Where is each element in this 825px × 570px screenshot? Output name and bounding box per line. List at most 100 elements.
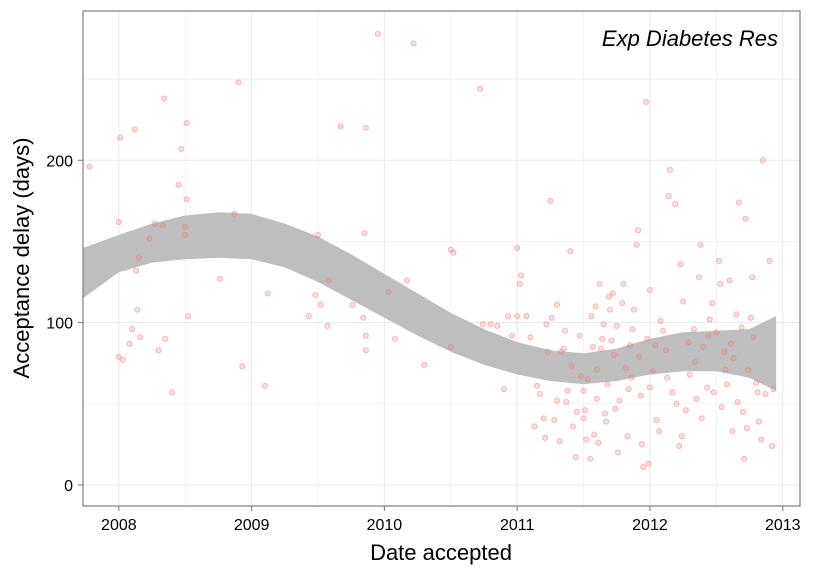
data-point — [755, 418, 762, 425]
data-point — [647, 287, 654, 294]
y-tick-label: 200 — [46, 153, 73, 170]
data-point — [749, 274, 756, 281]
x-tick-label: 2008 — [101, 517, 137, 534]
data-point — [726, 277, 733, 284]
data-point — [175, 181, 182, 188]
data-point — [540, 415, 547, 422]
data-point — [362, 124, 369, 131]
data-point — [479, 321, 486, 328]
data-point — [615, 449, 622, 456]
data-point — [653, 416, 660, 423]
data-point — [551, 416, 558, 423]
data-point — [677, 261, 684, 268]
data-point — [603, 418, 610, 425]
data-point — [591, 431, 598, 438]
data-point — [623, 364, 630, 371]
data-point — [314, 231, 321, 238]
data-point — [518, 272, 525, 279]
data-point — [730, 355, 737, 362]
data-point — [709, 300, 716, 307]
data-point — [739, 408, 746, 415]
data-point — [665, 192, 672, 199]
data-point — [724, 381, 731, 388]
data-point — [609, 290, 616, 297]
data-point — [607, 306, 614, 313]
data-point — [134, 306, 141, 313]
data-point — [374, 30, 381, 37]
data-point — [750, 334, 757, 341]
data-point — [759, 157, 766, 164]
data-point — [770, 386, 777, 393]
data-point — [666, 166, 673, 173]
data-point — [131, 126, 138, 133]
data-point — [743, 425, 750, 432]
data-point — [678, 433, 685, 440]
data-point — [135, 254, 142, 261]
data-point — [580, 387, 587, 394]
data-point — [596, 280, 603, 287]
data-point — [542, 434, 549, 441]
data-point — [129, 326, 136, 333]
data-point — [421, 361, 428, 368]
data-point — [385, 288, 392, 295]
data-point — [692, 358, 699, 365]
data-point — [742, 215, 749, 222]
data-point — [647, 384, 654, 391]
data-point — [649, 368, 656, 375]
data-point — [554, 301, 561, 308]
data-point — [604, 381, 611, 388]
data-point — [704, 384, 711, 391]
data-point — [669, 389, 676, 396]
data-point — [536, 390, 543, 397]
data-point — [516, 280, 523, 287]
data-point — [261, 382, 268, 389]
data-point — [137, 334, 144, 341]
plot-border — [82, 10, 801, 507]
data-point — [362, 332, 369, 339]
data-point — [391, 335, 398, 342]
data-point — [608, 337, 615, 344]
data-point — [710, 389, 717, 396]
data-point — [613, 322, 620, 329]
data-point — [595, 439, 602, 446]
data-point — [178, 145, 185, 152]
data-point — [184, 313, 191, 320]
plot-panel — [83, 11, 800, 506]
data-point — [403, 277, 410, 284]
data-point — [619, 300, 626, 307]
data-point — [620, 280, 627, 287]
data-point — [360, 314, 367, 321]
data-point — [734, 399, 741, 406]
data-point — [450, 249, 457, 256]
data-point — [664, 374, 671, 381]
data-point — [264, 290, 271, 297]
data-point — [672, 201, 679, 208]
data-point — [562, 327, 569, 334]
data-point — [599, 335, 606, 342]
panel-annotation: Exp Diabetes Res — [602, 26, 778, 51]
data-point — [769, 442, 776, 449]
data-point — [718, 403, 725, 410]
data-point — [576, 332, 583, 339]
data-point — [146, 235, 153, 242]
data-point — [580, 415, 587, 422]
data-point — [235, 79, 242, 86]
data-point — [625, 386, 632, 393]
x-tick-label: 2012 — [632, 517, 668, 534]
data-point — [733, 311, 740, 318]
data-point — [645, 460, 652, 467]
data-point — [325, 277, 332, 284]
data-point — [627, 342, 634, 349]
data-point — [717, 280, 724, 287]
data-point — [183, 196, 190, 203]
data-point — [735, 199, 742, 206]
data-point — [527, 334, 534, 341]
data-point — [633, 241, 640, 248]
data-point — [182, 223, 189, 230]
data-point — [698, 415, 705, 422]
data-point — [657, 317, 664, 324]
data-point — [349, 301, 356, 308]
data-point — [126, 340, 133, 347]
data-point — [547, 197, 554, 204]
